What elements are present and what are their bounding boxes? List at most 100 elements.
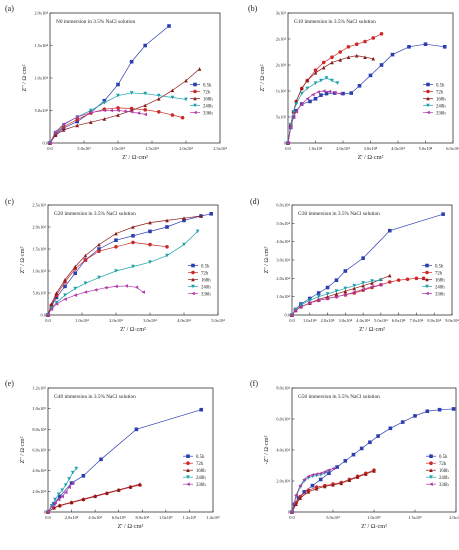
x-tick-label: 3.0x10⁴	[143, 318, 157, 323]
data-point	[423, 42, 428, 46]
y-tick-label: 3x10⁴	[276, 11, 287, 16]
data-point	[316, 90, 321, 94]
legend-entry: 72h	[435, 271, 443, 276]
x-tick-label: 8.0x10⁴	[135, 515, 149, 520]
legend-marker	[429, 482, 433, 486]
y-tick-label: 0.0	[41, 313, 47, 318]
data-point	[343, 289, 348, 293]
data-point	[352, 286, 357, 291]
data-point	[307, 301, 312, 305]
data-point	[359, 446, 364, 451]
data-point	[143, 43, 147, 48]
data-point	[148, 260, 152, 264]
data-point	[73, 293, 77, 297]
data-point	[165, 245, 169, 249]
legend-marker	[425, 270, 429, 275]
data-point	[299, 304, 303, 309]
data-point	[313, 97, 318, 101]
data-point	[131, 225, 135, 229]
series-240h	[46, 466, 79, 514]
series-336h	[48, 108, 147, 145]
x-tick-label: 1.5x10⁵	[408, 515, 422, 520]
x-tick-label: 6.0x10⁴	[446, 146, 459, 151]
data-point	[81, 497, 86, 501]
data-point	[347, 478, 352, 483]
x-tick-label: 5.0x10⁴	[326, 515, 340, 520]
chart-panel-2: (c) G20 immersion in 3.5% NaCl solution 0.…	[5, 197, 225, 333]
legend-marker	[193, 82, 197, 87]
data-point	[48, 141, 52, 145]
y-tick-label: 6.0x10⁴	[32, 448, 46, 453]
data-point	[138, 482, 142, 486]
y-tick-label: 2.5x10⁴	[32, 203, 46, 208]
legend-marker	[186, 475, 190, 479]
data-point	[114, 245, 118, 249]
panel-label: (b)	[248, 4, 258, 13]
legend-entry: 168h	[435, 278, 445, 283]
y-tick-label: 8.0x10⁴	[276, 386, 290, 391]
data-point	[343, 293, 348, 297]
plot-frame	[291, 204, 453, 316]
y-tick-label: 2x10⁴	[276, 63, 287, 68]
data-point	[102, 98, 107, 103]
legend-marker	[191, 291, 195, 296]
series-72h	[46, 240, 169, 317]
data-point	[67, 485, 72, 489]
data-point	[413, 414, 417, 418]
data-point	[318, 471, 323, 476]
data-point	[316, 298, 321, 303]
legend-entry: 168h	[439, 469, 449, 474]
data-point	[61, 122, 66, 126]
legend-entry: 72h	[203, 90, 211, 95]
data-point	[323, 484, 327, 489]
data-point	[370, 281, 374, 285]
series-line	[49, 107, 183, 144]
data-point	[405, 277, 410, 282]
data-point	[363, 55, 367, 59]
data-point	[180, 115, 185, 120]
series-0.5h	[46, 212, 213, 317]
data-point	[49, 505, 54, 509]
data-point	[407, 45, 411, 49]
data-point	[355, 475, 360, 479]
panel-label: (a)	[5, 4, 14, 13]
data-point	[75, 123, 79, 128]
legend-marker	[193, 96, 197, 101]
legend-marker	[193, 110, 197, 115]
data-point	[89, 108, 93, 113]
series-line	[47, 213, 212, 316]
data-point	[60, 488, 64, 493]
data-point	[75, 119, 79, 124]
y-axis-label: Z'' / Ω·cm²	[263, 246, 270, 273]
data-point	[330, 60, 334, 65]
series-0.5h	[46, 407, 204, 514]
legend-entry: 168h	[201, 278, 211, 283]
y-axis-label: -Z'' / Ω·cm²	[263, 435, 270, 464]
data-point	[89, 120, 93, 124]
chart-title: N0 immersion in 3.5% NaCl solution	[56, 19, 136, 25]
series-line	[291, 275, 390, 316]
legend-marker	[429, 468, 433, 472]
data-point	[199, 407, 204, 412]
chart-title: G20 immersion in 3.5% NaCl solution	[54, 211, 136, 217]
legend-marker	[429, 454, 433, 458]
panel-label: (f)	[250, 379, 258, 388]
data-point	[294, 110, 299, 114]
data-point	[334, 278, 339, 282]
data-point	[74, 466, 79, 471]
y-tick-label: 5.0x10³	[35, 108, 49, 113]
x-tick-label: 0.0	[285, 146, 291, 151]
data-point	[316, 294, 321, 299]
legend-marker	[186, 482, 190, 486]
x-tick-label: 0.0	[45, 318, 51, 323]
data-point	[388, 426, 393, 431]
data-point	[170, 88, 175, 93]
data-point	[67, 477, 72, 481]
data-point	[330, 55, 334, 59]
data-point	[128, 484, 133, 489]
data-point	[209, 212, 213, 216]
data-point	[75, 117, 79, 122]
x-tick-label: 0.0	[289, 515, 295, 520]
legend-marker	[191, 270, 195, 275]
legend-marker	[426, 82, 430, 87]
